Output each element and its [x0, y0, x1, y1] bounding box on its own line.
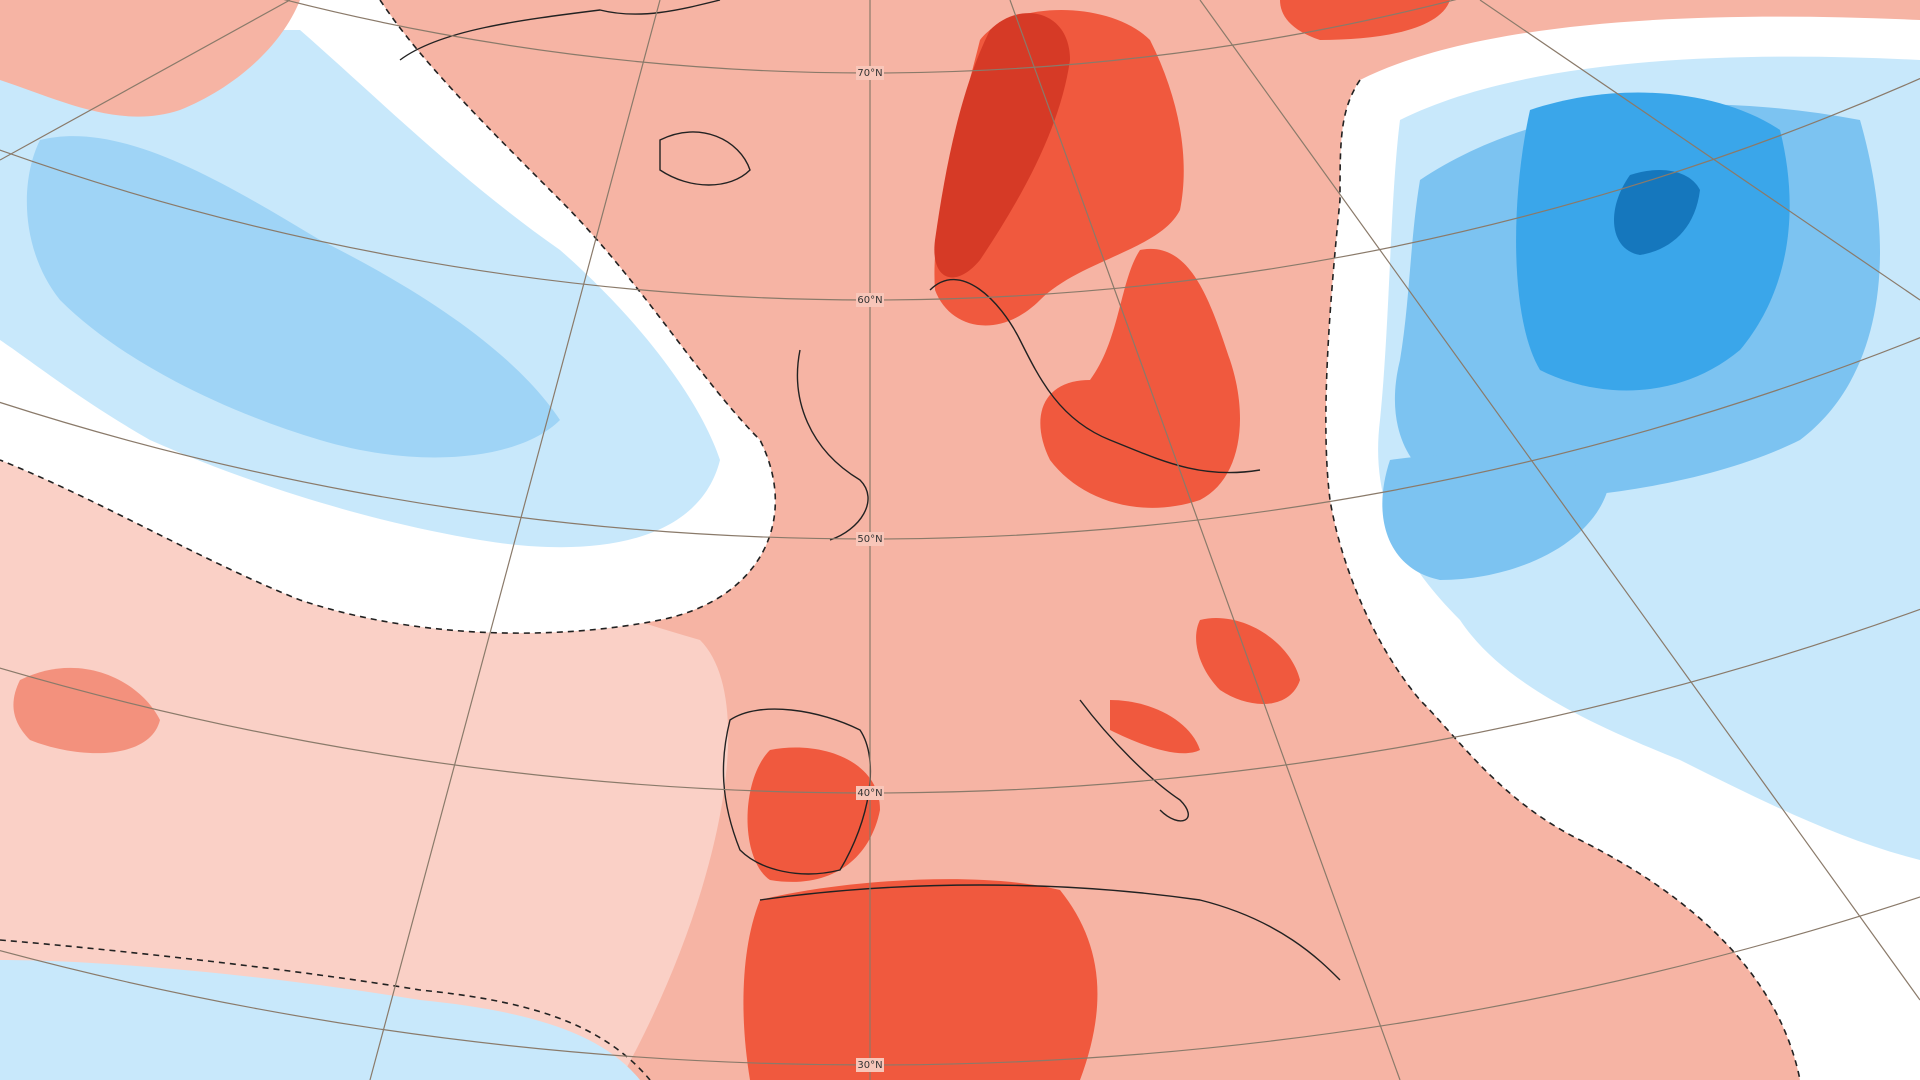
warm-anomaly [13, 667, 160, 754]
latitude-label: 30°N [857, 1060, 882, 1071]
coastline [399, 0, 721, 61]
latitude-labels: 70°N 60°N 50°N 40°N 30°N [856, 66, 884, 1072]
coastline [759, 884, 1341, 981]
strong-warm-anomaly [1040, 248, 1240, 508]
meridian [369, 0, 661, 1080]
strong-warm-anomaly [743, 879, 1098, 1080]
latitude-label: 60°N [857, 295, 882, 306]
warm-anomaly [0, 0, 300, 117]
label-bg [856, 532, 884, 546]
light-anomaly [0, 390, 729, 1080]
strong-warm-anomaly [1196, 618, 1300, 704]
cool-anomaly [26, 136, 560, 458]
label-bg [856, 293, 884, 307]
label-bg [856, 1058, 884, 1072]
meridian [1009, 0, 1401, 1080]
contour [0, 0, 777, 634]
strong-warm-anomaly [1110, 700, 1200, 754]
latitude-label: 70°N [857, 68, 882, 79]
strongest-warm-anomaly [934, 13, 1070, 278]
strongest-cool-anomaly [1613, 170, 1700, 255]
cool-anomaly [1382, 454, 1610, 580]
contour [0, 939, 651, 1080]
meridian [1479, 0, 1920, 301]
coastline [659, 131, 751, 186]
contour [1325, 79, 1801, 1080]
latitude-label: 50°N [857, 534, 882, 545]
strong-warm-anomaly [747, 747, 880, 882]
coastline [796, 349, 869, 541]
meridian [1199, 0, 1920, 1001]
label-bg [856, 786, 884, 800]
label-bg [856, 66, 884, 80]
meridian [0, 0, 291, 161]
coastline [722, 708, 872, 875]
coastline [1079, 699, 1189, 822]
latitude-label: 40°N [857, 788, 882, 799]
coastline [929, 278, 1261, 474]
